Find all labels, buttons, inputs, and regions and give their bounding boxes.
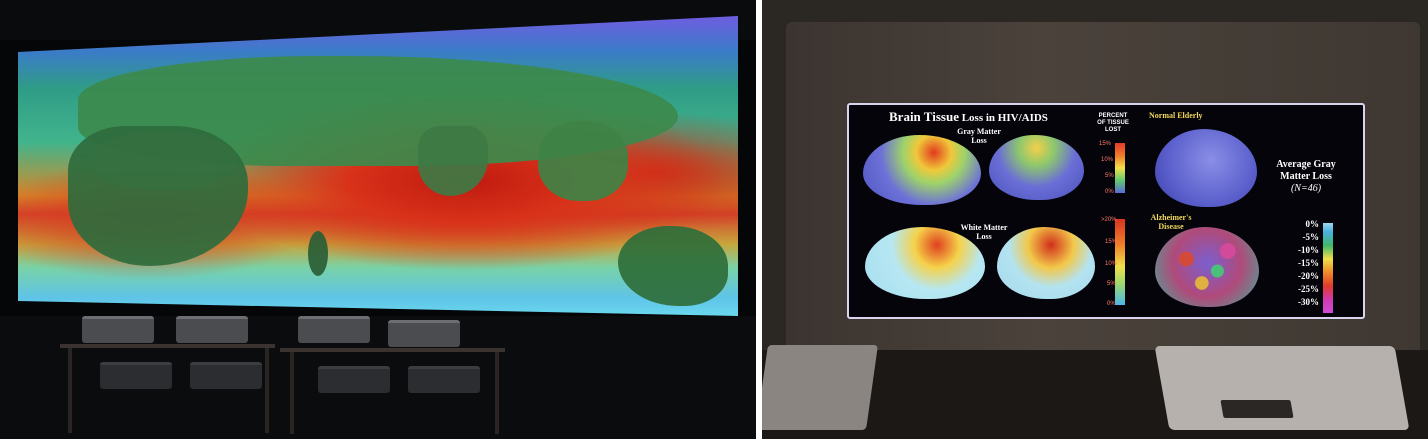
projector bbox=[298, 316, 370, 343]
white-matter-brain-medial bbox=[865, 227, 985, 299]
avg-gray-n: (N=46) bbox=[1290, 183, 1322, 194]
projector-table-right bbox=[280, 348, 505, 352]
photo-world-map-projection bbox=[0, 0, 756, 439]
legend-tick-25: -25% bbox=[1298, 284, 1319, 294]
projector bbox=[318, 366, 390, 393]
projector bbox=[190, 362, 262, 389]
australia-landmass bbox=[618, 226, 728, 306]
projector bbox=[100, 362, 172, 389]
average-gray-matter-loss-heading: Average Gray Matter Loss (N=46) bbox=[1251, 159, 1361, 195]
slide-title-sub: Loss in HIV/AIDS bbox=[958, 112, 1048, 124]
slide-title-main: Brain Tissue bbox=[889, 109, 959, 124]
white-matter-brain-lateral bbox=[997, 227, 1095, 299]
gm-tick-15: 15% bbox=[1099, 141, 1112, 147]
brain-tissue-slide: Brain Tissue Loss in HIV/AIDS Gray Matte… bbox=[847, 103, 1365, 319]
wm-tick-5: 5% bbox=[1107, 281, 1116, 287]
wm-tick-20: >20% bbox=[1101, 217, 1117, 223]
world-map-screen bbox=[18, 16, 738, 316]
gm-tick-0: 0% bbox=[1105, 189, 1114, 195]
photo-brain-slide-projection: Brain Tissue Loss in HIV/AIDS Gray Matte… bbox=[762, 0, 1428, 439]
projector bbox=[388, 320, 460, 347]
gray-matter-colorbar bbox=[1115, 143, 1125, 193]
gray-matter-brain-lateral bbox=[863, 135, 981, 205]
gm-tick-5: 5% bbox=[1105, 173, 1114, 179]
wm-tick-10: 10% bbox=[1105, 261, 1118, 267]
southeast-asia-landmass bbox=[538, 121, 628, 201]
avg-gray-line1: Average Gray bbox=[1276, 159, 1336, 170]
gray-matter-label: Gray Matter Loss bbox=[957, 127, 1001, 145]
normal-elderly-brain bbox=[1155, 129, 1257, 207]
projector-control-panel bbox=[1220, 400, 1294, 418]
projector bbox=[82, 316, 154, 343]
alzheimers-brain bbox=[1155, 227, 1259, 307]
africa-landmass bbox=[68, 126, 248, 266]
gray-matter-brain-medial bbox=[989, 135, 1084, 200]
india-landmass bbox=[418, 126, 488, 196]
legend-tick-15: -15% bbox=[1298, 258, 1319, 268]
wm-tick-15: 15% bbox=[1105, 239, 1118, 245]
madagascar-landmass bbox=[308, 231, 328, 276]
table-leg bbox=[68, 348, 72, 433]
avg-gray-line2: Matter Loss bbox=[1280, 171, 1332, 182]
legend-tick-0: 0% bbox=[1305, 219, 1320, 229]
percent-tissue-lost-label: PERCENT OF TISSUE LOST bbox=[1097, 113, 1129, 133]
table-leg bbox=[495, 352, 499, 434]
average-loss-colorbar bbox=[1323, 223, 1333, 313]
gm-tick-10: 10% bbox=[1101, 157, 1114, 163]
table-leg bbox=[290, 352, 294, 434]
slide-title: Brain Tissue Loss in HIV/AIDS bbox=[889, 109, 1048, 125]
legend-tick-30: -30% bbox=[1298, 297, 1319, 307]
normal-elderly-label: Normal Elderly bbox=[1149, 111, 1203, 120]
projector bbox=[176, 316, 248, 343]
table-leg bbox=[265, 348, 269, 433]
legend-tick-5: -5% bbox=[1302, 232, 1320, 242]
projector-left bbox=[762, 345, 878, 430]
wm-tick-0: 0% bbox=[1107, 301, 1116, 307]
projector-table-left bbox=[60, 344, 275, 348]
legend-tick-10: -10% bbox=[1298, 245, 1319, 255]
projector bbox=[408, 366, 480, 393]
legend-tick-20: -20% bbox=[1298, 271, 1319, 281]
